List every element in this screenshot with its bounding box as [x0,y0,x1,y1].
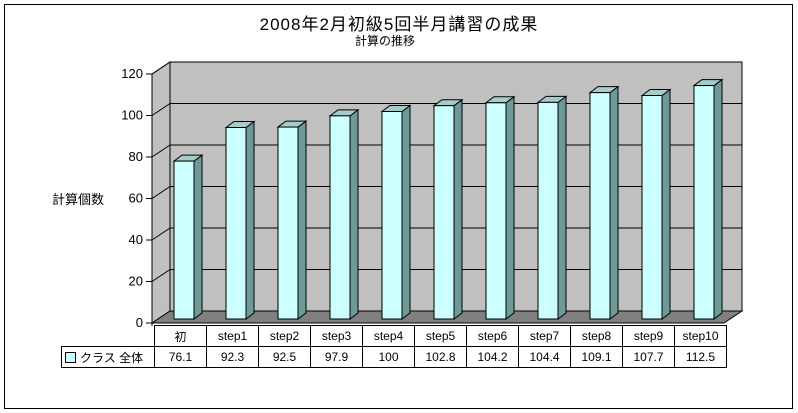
bar-side-face [245,120,255,320]
gridline-side [151,103,171,116]
value-cell: 104.4 [518,346,571,368]
category-label: step9 [622,325,675,347]
gridline-side [151,61,171,75]
bar [173,160,195,320]
y-axis-label: 20 [129,274,143,289]
category-label: 初 [154,325,207,347]
y-axis-label: 40 [129,232,143,247]
y-axis-title: 計算個数 [52,192,105,207]
gridline-side [151,269,171,282]
y-axis-label: 120 [121,66,143,81]
bar [433,105,455,320]
category-label: step7 [518,325,571,347]
bar-side-face [453,98,463,320]
gridline-side [151,227,171,241]
value-cell: 104.2 [466,346,519,368]
data-table: 初 step1 step2 step3 step4 step5 step6 step7 step… [61,325,727,368]
bar [641,95,663,320]
category-label: step4 [362,325,415,347]
gridline-side [151,144,171,158]
bar [381,111,403,320]
value-cell: 92.3 [206,346,259,368]
category-label: step3 [310,325,363,347]
y-axis-label: 100 [121,108,143,123]
bar-side-face [349,108,359,320]
bar [277,126,299,320]
bar-side-face [505,95,515,320]
bar [537,101,559,320]
y-axis-label: 60 [129,191,143,206]
value-cell: 102.8 [414,346,467,368]
value-cell: 100 [362,346,415,368]
bar-side-face [609,85,619,320]
bar [485,102,507,320]
value-row: クラス 全体 76.1 92.3 92.5 97.9 100 102.8 104.2 104.… [61,346,727,368]
category-label: step10 [674,325,727,347]
chart-subtitle: 計算の推移 [354,34,415,48]
legend-cell: クラス 全体 [61,346,155,368]
chart-title: 2008年2月初級5回半月講習の成果 [259,15,539,34]
bar-side-face [557,95,567,320]
value-cell: 109.1 [570,346,623,368]
y-axis-label: 80 [129,149,143,164]
value-cell: 76.1 [154,346,207,368]
value-cell: 92.5 [258,346,311,368]
bar-side-face [401,104,411,320]
category-header-row: 初 step1 step2 step3 step4 step5 step6 step7 step… [62,325,727,347]
chart-border [4,4,793,409]
bar [225,126,247,320]
category-label: step6 [466,325,519,347]
table-corner-spacer [62,326,155,347]
value-cell: 107.7 [622,346,675,368]
bar [693,85,715,320]
category-label: step8 [570,325,623,347]
bar-side-face [713,78,723,320]
category-label: step1 [206,325,259,347]
bar-side-face [193,154,203,320]
value-cell: 112.5 [674,346,727,368]
category-label: step5 [414,325,467,347]
value-cell: 97.9 [310,346,363,368]
legend-swatch-icon [65,351,76,363]
gridline-side [151,186,171,199]
bar-side-face [661,88,671,320]
bar [329,115,351,320]
bar-side-face [297,120,307,320]
y-axis-label: 0 [136,315,143,330]
legend-series-label: クラス 全体 [80,350,144,365]
bar [589,92,611,320]
category-label: step2 [258,325,311,347]
